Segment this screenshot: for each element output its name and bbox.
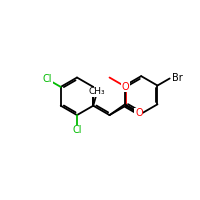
Text: CH₃: CH₃ — [89, 87, 105, 96]
Text: Cl: Cl — [72, 125, 82, 135]
Text: O: O — [122, 82, 130, 92]
Text: Cl: Cl — [43, 74, 52, 84]
Text: O: O — [135, 108, 143, 118]
Text: Br: Br — [172, 73, 183, 83]
